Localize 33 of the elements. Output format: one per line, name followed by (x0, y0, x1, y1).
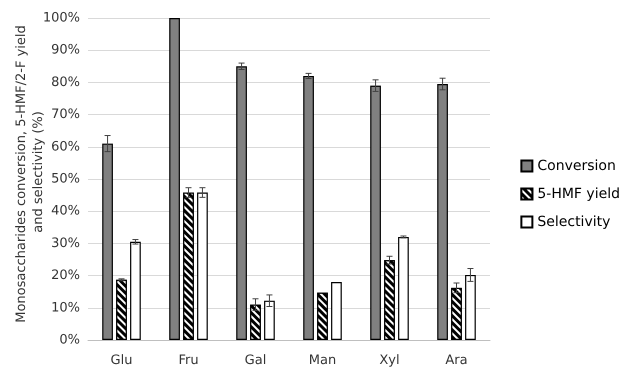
y-tick-label: 20% (51, 268, 80, 284)
y-tick-label: 10% (51, 300, 80, 316)
bar (102, 144, 113, 340)
y-tick-label: 70% (51, 107, 80, 122)
y-tick-label: 30% (51, 236, 80, 251)
x-tick-label: Man (308, 353, 336, 368)
x-tick-label: Xyl (379, 353, 400, 368)
y-tick-label: 80% (51, 74, 80, 90)
bar (197, 192, 208, 340)
bar (465, 274, 476, 340)
y-tick-label: 100% (42, 10, 80, 26)
y-tick-label: 90% (51, 42, 80, 58)
y-axis-title: Monosaccharides conversion, 5-HMF/2-F yield and selectivity (%) (14, 25, 46, 323)
y-tick-label: 0% (59, 332, 80, 348)
bar (130, 242, 141, 340)
y-tick-label: 50% (51, 172, 80, 186)
bar (437, 84, 448, 340)
x-tick-label: Ara (445, 353, 468, 368)
bar (370, 86, 381, 340)
y-tick-label: 40% (51, 204, 80, 219)
legend-label: 5-HMF yield (537, 186, 620, 202)
y-tick-label: 60% (51, 139, 80, 154)
x-tick-label: Gal (244, 353, 266, 368)
bar (236, 66, 247, 340)
x-tick-label: Fru (178, 353, 199, 368)
legend-label: Selectivity (537, 214, 610, 230)
bar (331, 282, 342, 340)
bar (303, 76, 314, 340)
x-tick-label: Glu (110, 353, 132, 368)
bar (169, 18, 180, 340)
bar (398, 236, 409, 340)
legend-label: Conversion (537, 158, 616, 174)
bar (264, 300, 275, 340)
